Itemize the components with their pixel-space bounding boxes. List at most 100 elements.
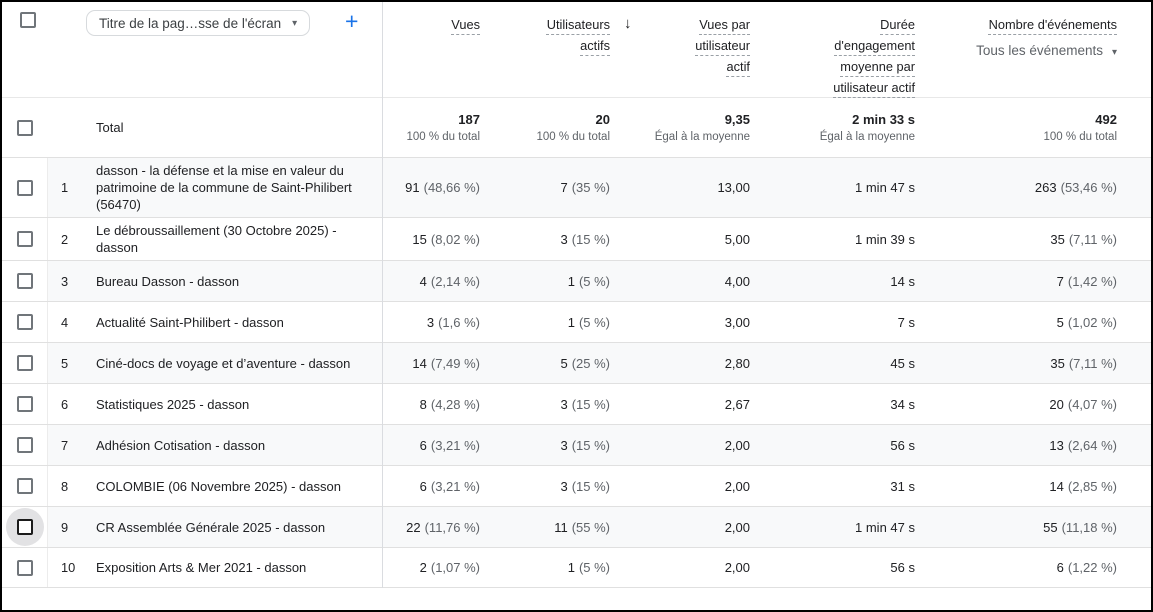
add-dimension-button[interactable]: + [345, 7, 358, 35]
nombre-evenements-cell: 263 (53,46 %) [1034, 180, 1117, 195]
row-checkbox[interactable] [16, 231, 33, 247]
duree-engagement-cell: 1 min 47 s [855, 180, 915, 195]
vues-cell: 3 (1,6 %) [426, 314, 480, 330]
table-body: 1 dasson - la défense et la mise en vale… [2, 157, 1151, 588]
row-number: 4 [61, 314, 69, 330]
duree-engagement-cell: 56 s [890, 560, 915, 575]
vues-par-utilisateur-cell: 2,00 [724, 437, 750, 453]
page-title-cell: dasson - la défense et la mise en valeur… [96, 163, 352, 212]
events-filter-dropdown[interactable]: Tous les événements ▾ [915, 40, 1117, 63]
events-filter-label: Tous les événements [976, 43, 1103, 58]
totals-duree-engagement: 2 min 33 s Égal à la moyenne [819, 112, 915, 143]
table-row: 8 COLOMBIE (06 Novembre 2025) - dasson 6… [2, 465, 1151, 506]
dimension-selector-dropdown[interactable]: Titre de la pag…sse de l'écran ▾ [86, 10, 311, 36]
totals-checkbox[interactable] [17, 119, 33, 136]
utilisateurs-actifs-cell: 3 (15 %) [560, 396, 610, 412]
column-header-utilisateurs-actifs-label[interactable]: Utilisateurs actifs [546, 17, 610, 53]
duree-engagement-cell: 1 min 47 s [855, 519, 915, 535]
nombre-evenements-cell: 20 (4,07 %) [1049, 396, 1117, 412]
select-all-checkbox[interactable] [20, 12, 36, 28]
totals-vues: 187 100 % du total [406, 112, 480, 143]
page-title-cell: CR Assemblée Générale 2025 - dasson [96, 519, 326, 535]
nombre-evenements-cell: 6 (1,22 %) [1056, 560, 1117, 575]
column-header-vues: Vues [383, 2, 480, 98]
row-checkbox[interactable] [16, 437, 33, 453]
totals-vues-par-utilisateur: 9,35 Égal à la moyenne [654, 112, 750, 143]
row-checkbox[interactable] [16, 559, 33, 576]
checkbox-hover-ring [6, 385, 44, 423]
row-select-cell [2, 384, 48, 424]
vues-par-utilisateur-cell: 2,00 [724, 478, 750, 494]
column-header-nombre-evenements: Nombre d'événements Tous les événements ▾ [915, 2, 1117, 98]
vues-par-utilisateur-cell: 5,00 [724, 231, 750, 247]
row-select-cell [2, 261, 48, 301]
utilisateurs-actifs-cell: 1 (5 %) [567, 273, 610, 289]
dimension-selector-label: Titre de la pag…sse de l'écran [99, 15, 282, 31]
sort-descending-icon[interactable]: ↓ [624, 15, 632, 32]
duree-engagement-cell: 1 min 39 s [855, 231, 915, 247]
row-select-cell [2, 218, 48, 260]
page-title-cell: Ciné-docs de voyage et d’aventure - dass… [96, 355, 351, 371]
duree-engagement-cell: 34 s [890, 396, 915, 412]
duree-engagement-cell: 7 s [897, 314, 915, 330]
vues-cell: 4 (2,14 %) [419, 273, 480, 289]
checkbox-hover-ring [5, 508, 44, 546]
totals-label: Total [96, 120, 124, 135]
row-checkbox[interactable] [16, 396, 33, 412]
checkbox-hover-ring [6, 549, 44, 587]
vues-cell: 91 (48,66 %) [405, 180, 480, 195]
checkbox-hover-ring [6, 169, 44, 207]
utilisateurs-actifs-cell: 1 (5 %) [567, 560, 610, 575]
vues-par-utilisateur-cell: 3,00 [724, 314, 750, 330]
row-number: 3 [61, 273, 69, 289]
vues-par-utilisateur-cell: 2,80 [724, 355, 750, 371]
row-checkbox[interactable] [16, 519, 33, 535]
table-row: 3 Bureau Dasson - dasson 4 (2,14 %) 1 (5 %… [2, 260, 1151, 301]
column-header-vues-par-utilisateur: ↓ Vues par utilisateur actif [610, 2, 750, 98]
vues-par-utilisateur-cell: 4,00 [724, 273, 750, 289]
plus-icon: + [345, 8, 359, 34]
row-checkbox[interactable] [16, 355, 33, 371]
utilisateurs-actifs-cell: 7 (35 %) [560, 180, 610, 195]
totals-utilisateurs-actifs: 20 100 % du total [536, 112, 610, 143]
vues-cell: 2 (1,07 %) [419, 560, 480, 575]
row-number: 8 [61, 478, 69, 494]
column-header-vues-par-utilisateur-label[interactable]: Vues par utilisateur actif [695, 17, 750, 74]
column-header-duree-engagement-label[interactable]: Durée d'engagement moyenne par utilisate… [833, 17, 915, 95]
nombre-evenements-cell: 7 (1,42 %) [1056, 273, 1117, 289]
utilisateurs-actifs-cell: 3 (15 %) [560, 478, 610, 494]
totals-row: Total 187 100 % du total 20 100 % du total… [2, 97, 1151, 157]
row-checkbox[interactable] [16, 314, 33, 330]
utilisateurs-actifs-cell: 11 (55 %) [554, 519, 610, 535]
column-header-vues-label[interactable]: Vues [451, 17, 480, 32]
nombre-evenements-cell: 13 (2,64 %) [1049, 437, 1117, 453]
row-number: 5 [61, 355, 69, 371]
checkbox-hover-ring [6, 262, 44, 300]
duree-engagement-cell: 56 s [890, 437, 915, 453]
page-title-cell: COLOMBIE (06 Novembre 2025) - dasson [96, 478, 341, 494]
chevron-down-icon: ▾ [1111, 47, 1117, 58]
table-header: Titre de la pag…sse de l'écran ▾ + Vues … [2, 2, 1151, 97]
utilisateurs-actifs-cell: 1 (5 %) [567, 314, 610, 330]
page-title-cell: Le débroussaillement (30 Octobre 2025) -… [96, 223, 337, 255]
column-header-duree-engagement: Durée d'engagement moyenne par utilisate… [750, 2, 915, 98]
row-checkbox[interactable] [16, 478, 33, 494]
column-header-nombre-evenements-label[interactable]: Nombre d'événements [988, 17, 1117, 32]
checkbox-hover-ring [6, 344, 44, 382]
table-row: 9 CR Assemblée Générale 2025 - dasson 22… [2, 506, 1151, 547]
vues-par-utilisateur-cell: 2,00 [724, 560, 750, 575]
table-row: 4 Actualité Saint-Philibert - dasson 3 (1… [2, 301, 1151, 342]
row-checkbox[interactable] [16, 273, 33, 289]
vues-cell: 22 (11,76 %) [406, 519, 480, 535]
row-checkbox[interactable] [16, 179, 33, 196]
row-select-cell [2, 507, 48, 547]
column-header-utilisateurs-actifs: Utilisateurs actifs [480, 2, 610, 98]
page-title-cell: Bureau Dasson - dasson [96, 273, 240, 289]
nombre-evenements-cell: 5 (1,02 %) [1056, 314, 1117, 330]
checkbox-hover-ring [6, 426, 44, 464]
row-select-cell [2, 158, 48, 217]
table-row: 5 Ciné-docs de voyage et d’aventure - da… [2, 342, 1151, 383]
report-table: Titre de la pag…sse de l'écran ▾ + Vues … [2, 2, 1151, 588]
row-select-cell [2, 466, 48, 506]
